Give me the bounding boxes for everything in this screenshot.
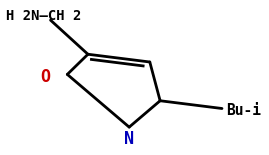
Text: Bu-i: Bu-i: [226, 103, 261, 118]
Text: O: O: [40, 68, 50, 86]
Text: H 2N—CH 2: H 2N—CH 2: [6, 9, 82, 23]
Text: N: N: [124, 131, 134, 148]
